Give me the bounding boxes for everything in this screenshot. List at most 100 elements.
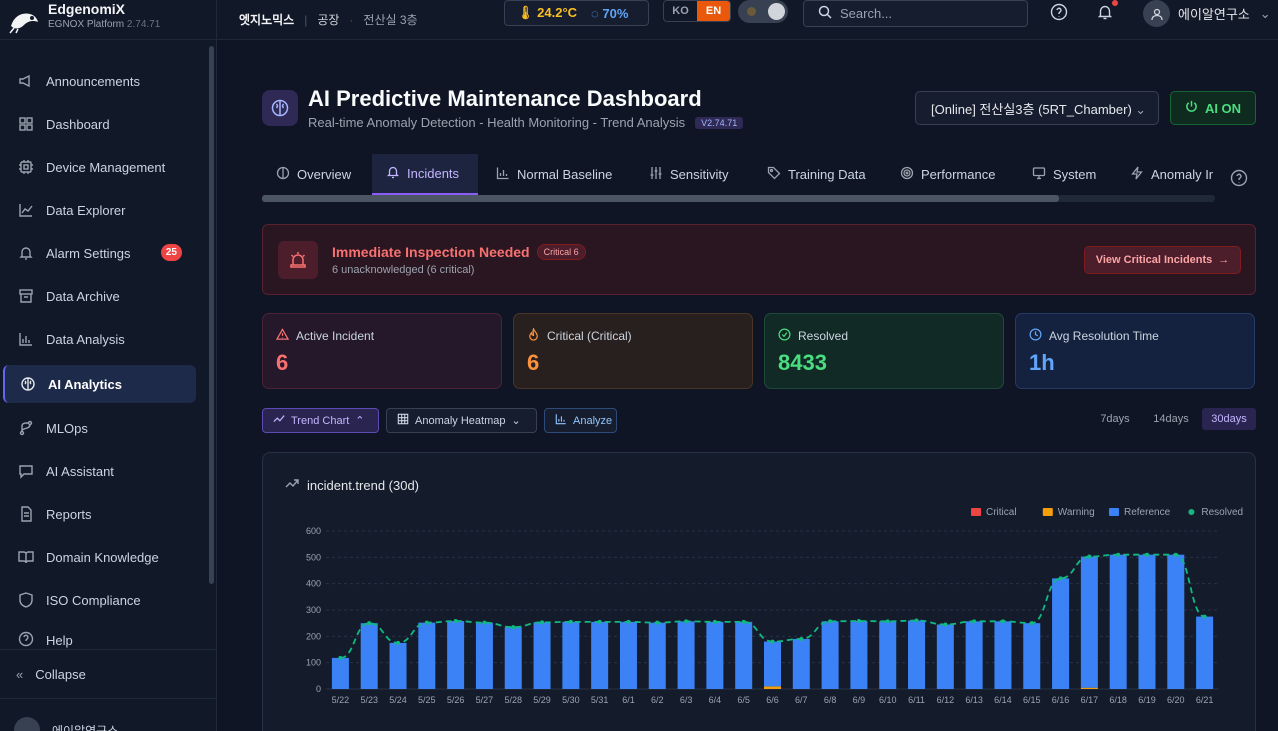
kpi-label: Critical (Critical) <box>527 327 632 344</box>
sidebar-item-label: Reports <box>46 506 92 522</box>
legend-swatch <box>971 508 981 516</box>
breadcrumb-site[interactable]: 공장 <box>317 13 340 27</box>
y-tick-label: 600 <box>306 526 321 536</box>
tabs-scrollbar-thumb[interactable] <box>262 195 1059 202</box>
sidebar-item-reports[interactable]: Reports <box>3 495 196 533</box>
bar-reference <box>360 623 378 689</box>
collapse-button[interactable]: « Collapse <box>0 649 217 699</box>
sidebar-item-device-management[interactable]: Device Management <box>3 148 196 186</box>
sidebar-item-help[interactable]: Help <box>3 624 196 648</box>
sidebar-item-dashboard[interactable]: Dashboard <box>3 105 196 143</box>
sidebar-item-ai-analytics[interactable]: AI Analytics <box>3 365 196 403</box>
help-circle-icon[interactable] <box>1050 3 1068 21</box>
lang-en-button[interactable]: EN <box>697 1 730 21</box>
bar-reference <box>504 627 522 689</box>
point-resolved <box>367 621 372 626</box>
x-tick-label: 5/25 <box>418 695 436 705</box>
tab-performance[interactable]: Performance <box>886 154 1009 195</box>
range-14days[interactable]: 14days <box>1153 413 1189 425</box>
kpi-label: Resolved <box>778 328 848 344</box>
alarm-count-badge: 25 <box>160 244 182 261</box>
theme-toggle[interactable] <box>738 0 788 23</box>
sidebar-item-announcements[interactable]: Announcements <box>3 62 196 100</box>
tab-incidents[interactable]: Incidents <box>372 154 478 195</box>
page-subtitle: Real-time Anomaly Detection - Health Mon… <box>308 115 744 130</box>
temperature-readout: 🌡 24.2°C <box>517 5 577 21</box>
tab-sensitivity[interactable]: Sensitivity <box>635 154 743 195</box>
tabs-scrollbar[interactable] <box>262 195 1215 202</box>
sidebar-item-label: Help <box>46 633 73 648</box>
sidebar-item-label: Alarm Settings <box>46 245 131 261</box>
kpi-label: Active Incident <box>275 328 375 344</box>
tab-overview[interactable]: Overview <box>262 154 365 195</box>
bar-reference <box>735 621 753 689</box>
sidebar-scrollbar[interactable] <box>209 46 214 584</box>
sidebar-item-data-archive[interactable]: Data Archive <box>3 277 196 315</box>
trend-chart-dropdown[interactable]: Trend Chart ⌃ <box>262 408 379 433</box>
temperature-value: 24.2°C <box>537 5 578 20</box>
ai-on-button[interactable]: AI ON <box>1170 91 1256 125</box>
x-tick-label: 6/21 <box>1196 695 1214 705</box>
megaphone-icon <box>17 72 35 90</box>
user-menu[interactable]: 에이알연구소 ⌄ <box>1143 0 1271 27</box>
tab-label: Anomaly Ir <box>1151 167 1214 182</box>
chat-icon <box>17 462 35 480</box>
kpi-label-text: Critical (Critical) <box>547 329 632 343</box>
sidebar: EdgenomiX EGNOX Platform 2.74.71 Announc… <box>0 0 217 731</box>
point-resolved <box>597 619 602 624</box>
point-resolved <box>799 636 804 641</box>
x-tick-label: 6/9 <box>853 695 866 705</box>
breadcrumb-room[interactable]: 전산실 3층 <box>363 13 418 27</box>
x-tick-label: 6/7 <box>795 695 808 705</box>
zap-icon <box>1130 166 1144 183</box>
avatar <box>14 717 40 731</box>
x-tick-label: 5/26 <box>447 695 465 705</box>
notification-bell-icon[interactable] <box>1096 3 1114 21</box>
sidebar-user[interactable]: 에이알연구소 <box>14 717 118 731</box>
view-critical-label: View Critical Incidents <box>1095 254 1213 266</box>
sidebar-item-domain-knowledge[interactable]: Domain Knowledge <box>3 538 196 576</box>
range-7days[interactable]: 7days <box>1100 413 1130 425</box>
chevron-down-icon: ⌄ <box>1259 5 1271 21</box>
bar-chart-icon <box>17 330 35 348</box>
x-tick-label: 6/10 <box>879 695 897 705</box>
point-resolved <box>914 618 919 623</box>
x-tick-label: 6/5 <box>737 695 750 705</box>
tab-training-data[interactable]: Training Data <box>753 154 880 195</box>
x-tick-label: 6/14 <box>994 695 1012 705</box>
view-critical-incidents-button[interactable]: View Critical Incidents → <box>1084 246 1241 274</box>
sidebar-item-data-analysis[interactable]: Data Analysis <box>3 320 196 358</box>
sidebar-item-label: Domain Knowledge <box>46 549 159 565</box>
collapse-label: Collapse <box>35 666 86 682</box>
sun-icon <box>747 7 756 16</box>
brand-header[interactable]: EdgenomiX EGNOX Platform 2.74.71 <box>0 0 217 40</box>
sidebar-item-mlops[interactable]: MLOps <box>3 409 196 447</box>
lang-ko-button[interactable]: KO <box>672 5 689 17</box>
sidebar-item-alarm-settings[interactable]: Alarm Settings 25 <box>3 234 196 272</box>
bar-reference <box>792 638 810 689</box>
bar-reference <box>418 622 436 689</box>
anomaly-heatmap-dropdown[interactable]: Anomaly Heatmap ⌄ <box>386 408 537 433</box>
analyze-button[interactable]: Analyze <box>544 408 617 433</box>
search-input[interactable]: Search... <box>803 0 1028 27</box>
help-circle-icon[interactable] <box>1230 169 1248 192</box>
point-resolved <box>511 625 516 630</box>
range-30days[interactable]: 30days <box>1202 408 1256 430</box>
analyze-label: Analyze <box>573 414 613 427</box>
point-resolved <box>453 619 458 624</box>
tab-normal-baseline[interactable]: Normal Baseline <box>482 154 626 195</box>
search-placeholder: Search... <box>840 6 893 21</box>
sidebar-item-ai-assistant[interactable]: AI Assistant <box>3 452 196 490</box>
tab-anomaly[interactable]: Anomaly Ir <box>1116 154 1217 195</box>
breadcrumb-company[interactable]: 엣지노믹스 <box>239 13 295 27</box>
sidebar-item-data-explorer[interactable]: Data Explorer <box>3 191 196 229</box>
bell-icon <box>17 244 35 262</box>
device-select[interactable]: [Online] 전산실3층 (5RT_Chamber) ⌄ <box>915 91 1159 125</box>
bar-reference <box>908 620 926 689</box>
kpi-label-text: Active Incident <box>296 329 375 343</box>
sidebar-item-iso-compliance[interactable]: ISO Compliance <box>3 581 196 619</box>
tab-system[interactable]: System <box>1018 154 1110 195</box>
tab-label: System <box>1053 167 1097 182</box>
x-tick-label: 5/24 <box>389 695 407 705</box>
